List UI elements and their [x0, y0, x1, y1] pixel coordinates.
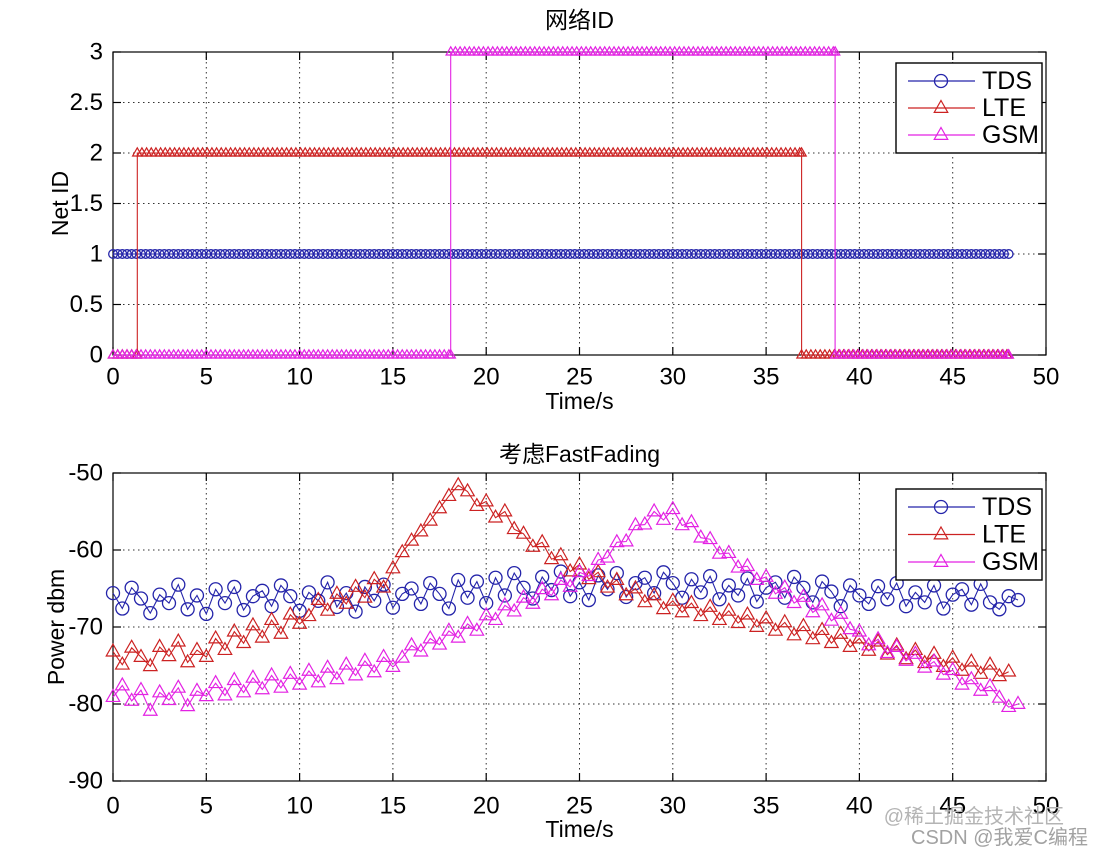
grid	[113, 473, 1046, 781]
chart-fastfading: 考虑FastFading Time/s Power dbm 0 5 10 15 20 25 30 3…	[43, 441, 1059, 842]
x-tick-label: 45	[939, 793, 966, 820]
x-tick-label: 10	[286, 793, 313, 820]
x-tick-label: 25	[566, 364, 593, 391]
legend-label-GSM: GSM	[982, 121, 1039, 149]
x-tick-label: 50	[1033, 364, 1060, 391]
x-tick-label: 40	[846, 364, 873, 391]
x-tick-label: 25	[566, 793, 593, 820]
legend-label-TDS: TDS	[982, 67, 1032, 95]
chart-net-id: 网络ID Time/s Net ID 0 5 10 15 20 25 30 35 40 45 50 0 0.5…	[47, 7, 1059, 414]
y-tick-label: -90	[68, 768, 103, 795]
y-tick-label: 0	[90, 342, 103, 369]
x-tick-label: 10	[286, 364, 313, 391]
x-tick-label: 20	[473, 793, 500, 820]
x-tick-label: 5	[200, 364, 213, 391]
x-tick-label: 50	[1033, 793, 1060, 820]
x-tick-label: 40	[846, 793, 873, 820]
y-axis-label: Power dbm	[43, 569, 69, 685]
legend-label-LTE: LTE	[982, 94, 1026, 122]
x-axis-label: Time/s	[545, 816, 613, 842]
x-axis-label: Time/s	[545, 388, 613, 414]
axis-labels: 网络ID Time/s Net ID 0 5 10 15 20 25 30 35 40 45 50 0 0.5…	[47, 7, 1059, 414]
axes-box	[112, 472, 1047, 782]
axis-labels: 考虑FastFading Time/s Power dbm 0 5 10 15 20 25 30 3…	[43, 441, 1059, 842]
watermark-line-1: @稀土掘金技术社区	[883, 806, 1064, 828]
x-tick-label: 35	[753, 793, 780, 820]
legend-label-LTE: LTE	[982, 521, 1026, 549]
chart-title: 网络ID	[545, 7, 614, 33]
y-tick-label: -80	[68, 691, 103, 718]
x-tick-label: 5	[200, 793, 213, 820]
y-tick-label: 2.5	[70, 89, 103, 116]
x-tick-label: 20	[473, 364, 500, 391]
y-tick-label: 3	[90, 39, 103, 66]
legend-label-TDS: TDS	[982, 493, 1032, 521]
legend-label-GSM: GSM	[982, 548, 1039, 576]
y-tick-label: 1	[90, 241, 103, 268]
y-tick-label: -70	[68, 614, 103, 641]
y-tick-label: 1.5	[70, 190, 103, 217]
y-tick-label: 0.5	[70, 291, 103, 318]
y-tick-label: -60	[68, 537, 103, 564]
series-GSM	[107, 45, 1015, 359]
watermark-line-2: CSDN @我爱C编程	[911, 827, 1088, 849]
watermark: @稀土掘金技术社区 CSDN @我爱C编程	[884, 807, 1088, 849]
x-tick-label: 15	[380, 364, 407, 391]
y-axis-label: Net ID	[47, 171, 73, 236]
x-tick-label: 0	[106, 364, 119, 391]
y-tick-label: 2	[90, 140, 103, 167]
x-tick-label: 35	[753, 364, 780, 391]
x-tick-label: 15	[380, 793, 407, 820]
x-tick-label: 30	[659, 793, 686, 820]
x-tick-label: 45	[939, 364, 966, 391]
x-tick-label: 30	[659, 364, 686, 391]
y-tick-label: -50	[68, 460, 103, 487]
x-tick-label: 0	[106, 793, 119, 820]
series-LTE	[105, 476, 1017, 682]
series-GSM	[105, 500, 1026, 716]
series-TDS	[108, 249, 1014, 259]
chart-title: 考虑FastFading	[499, 441, 660, 467]
